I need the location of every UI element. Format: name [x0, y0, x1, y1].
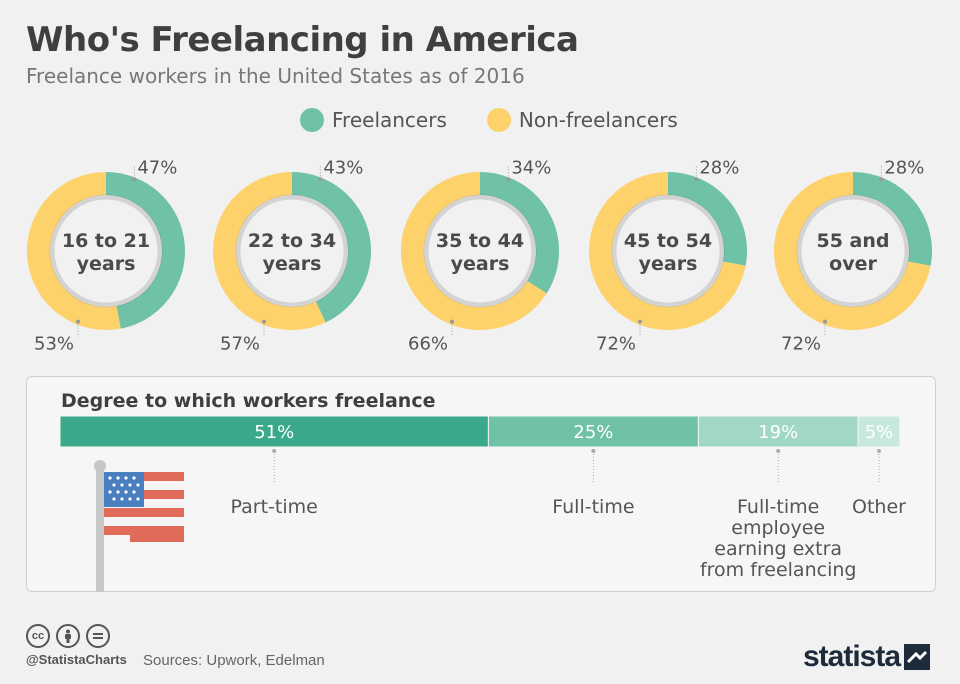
leader-dot: [132, 177, 137, 182]
non-freelancer-value-label: 53%: [34, 334, 74, 355]
non-freelancer-value-label: 72%: [781, 334, 821, 355]
freelancer-value-label: 43%: [323, 157, 363, 178]
sources-text: Sources: Upwork, Edelman: [143, 652, 325, 669]
freelancer-value-label: 28%: [884, 157, 924, 178]
donut-center-label: over: [829, 253, 877, 275]
leader-dot: [450, 319, 455, 324]
donut-hole: [802, 200, 904, 302]
non-freelancer-value-label: 72%: [596, 334, 636, 355]
donut-inner-ring: [49, 194, 163, 308]
slice-non-freelancers-3: [401, 172, 547, 330]
donut-center-label: years: [639, 253, 698, 275]
donut-hole: [429, 200, 531, 302]
donut-hole: [55, 200, 157, 302]
freelancer-value-label: 47%: [137, 157, 177, 178]
nd-icon: [86, 624, 110, 648]
freelancer-value-label: 28%: [699, 157, 739, 178]
slice-non-freelancers-1: [27, 172, 121, 330]
slice-non-freelancers-5: [774, 172, 931, 330]
donut-hole: [241, 200, 343, 302]
license-icons: cc: [26, 624, 110, 648]
slice-non-freelancers-4: [589, 172, 746, 330]
donut-hole: [617, 200, 719, 302]
donut-center-label: years: [451, 253, 510, 275]
statista-handle[interactable]: @StatistaCharts: [26, 652, 127, 667]
leader-dot: [879, 177, 884, 182]
leader-dot: [638, 319, 643, 324]
freelancer-value-label: 34%: [511, 157, 551, 178]
panel-title: Degree to which workers freelance: [61, 390, 436, 412]
donut-center-label: years: [263, 253, 322, 275]
by-icon: [56, 624, 80, 648]
non-freelancer-value-label: 57%: [220, 334, 260, 355]
donut-center-label: 16 to 21: [62, 230, 150, 252]
chart-title: Who's Freelancing in America: [26, 20, 579, 60]
donut-inner-ring: [423, 194, 537, 308]
donut-center-label: years: [77, 253, 136, 275]
leader-dot: [823, 319, 828, 324]
slice-freelancers-1: [105, 172, 185, 329]
slice-freelancers-3: [479, 172, 559, 294]
chart-subtitle: Freelance workers in the United States a…: [26, 64, 525, 88]
legend-swatch-non-freelancers: [486, 108, 511, 132]
slice-freelancers-4: [667, 172, 747, 266]
donut-center-label: 45 to 54: [624, 230, 712, 252]
donut-inner-ring: [611, 194, 725, 308]
slice-freelancers-2: [291, 172, 371, 323]
slice-non-freelancers-2: [213, 172, 326, 330]
legend-swatch-freelancers: [300, 108, 324, 132]
legend-label-freelancers: Freelancers: [332, 108, 447, 132]
donut-center-label: 55 and: [816, 230, 889, 252]
legend-item-freelancers: Freelancers: [300, 108, 447, 132]
leader-dot: [506, 177, 511, 182]
leader-dot: [76, 319, 81, 324]
donut-inner-ring: [796, 194, 910, 308]
leader-dot: [262, 319, 267, 324]
donut-center-label: 35 to 44: [436, 230, 524, 252]
leader-dot: [694, 177, 699, 182]
legend-label-non-freelancers: Non-freelancers: [518, 108, 678, 132]
donut-center-label: 22 to 34: [248, 230, 336, 252]
slice-freelancers-5: [852, 172, 932, 266]
statista-logo[interactable]: statista: [803, 640, 931, 674]
statista-mark-icon: [904, 644, 931, 670]
freelance-degree-panel: Degree to which workers freelance: [26, 376, 936, 592]
leader-dot: [318, 177, 323, 182]
brand-text: statista: [803, 640, 901, 673]
non-freelancer-value-label: 66%: [408, 334, 448, 355]
cc-icon: cc: [26, 624, 50, 648]
legend-item-non-freelancers: Non-freelancers: [486, 108, 678, 132]
legend: Freelancers Non-freelancers: [300, 108, 718, 132]
donut-inner-ring: [235, 194, 349, 308]
